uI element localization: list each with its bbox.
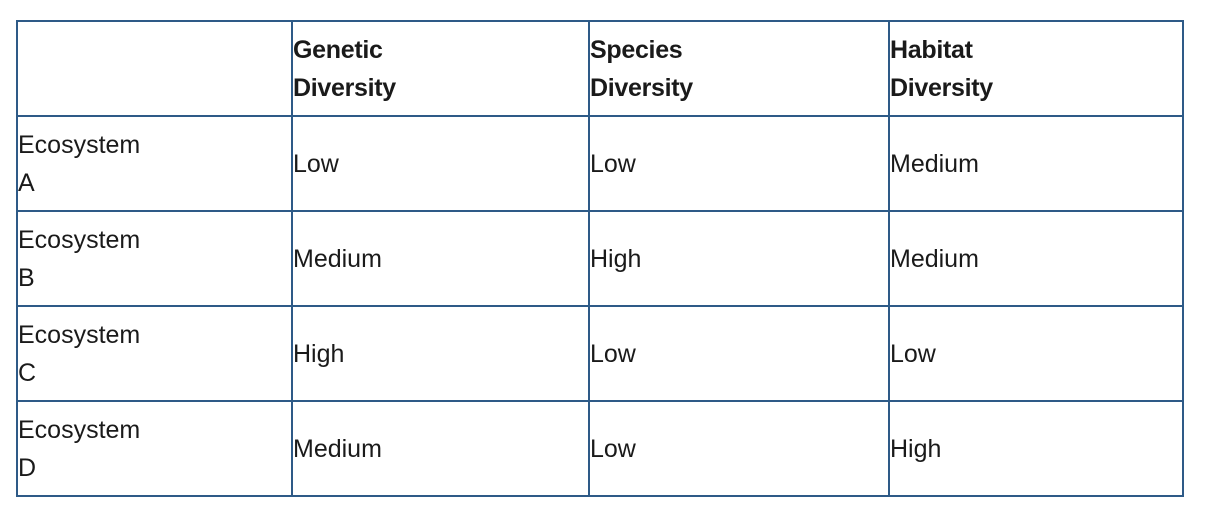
column-header-habitat-diversity: Habitat Diversity xyxy=(888,20,1184,117)
row-label-line: Ecosystem xyxy=(18,225,141,254)
cell-genetic-diversity: Medium xyxy=(291,400,590,497)
diversity-table: Genetic Diversity Species Diversity Habi… xyxy=(16,20,1184,497)
cell-species-diversity: Low xyxy=(588,400,890,497)
cell-habitat-diversity: Medium xyxy=(888,210,1184,307)
cell-species-diversity: Low xyxy=(588,115,890,212)
cell-species-diversity: Low xyxy=(588,305,890,402)
cell-genetic-diversity: Medium xyxy=(291,210,590,307)
table-row-ecosystem-c: Ecosystem C High Low Low xyxy=(16,305,1184,402)
table-corner-cell xyxy=(16,20,293,117)
table-header-row: Genetic Diversity Species Diversity Habi… xyxy=(16,20,1184,117)
column-header-line: Diversity xyxy=(293,73,396,102)
row-label-ecosystem-a: Ecosystem A xyxy=(16,115,293,212)
row-label-line: A xyxy=(18,168,35,197)
column-header-genetic-diversity: Genetic Diversity xyxy=(291,20,590,117)
column-header-species-diversity: Species Diversity xyxy=(588,20,890,117)
row-label-ecosystem-c: Ecosystem C xyxy=(16,305,293,402)
cell-habitat-diversity: High xyxy=(888,400,1184,497)
row-label-ecosystem-b: Ecosystem B xyxy=(16,210,293,307)
column-header-line: Habitat xyxy=(890,35,973,64)
cell-habitat-diversity: Medium xyxy=(888,115,1184,212)
row-label-line: Ecosystem xyxy=(18,320,141,349)
row-label-ecosystem-d: Ecosystem D xyxy=(16,400,293,497)
diversity-table-container: Genetic Diversity Species Diversity Habi… xyxy=(16,20,1184,497)
column-header-line: Diversity xyxy=(590,73,693,102)
column-header-line: Diversity xyxy=(890,73,993,102)
cell-genetic-diversity: High xyxy=(291,305,590,402)
row-label-line: Ecosystem xyxy=(18,415,141,444)
row-label-line: Ecosystem xyxy=(18,130,141,159)
table-row-ecosystem-a: Ecosystem A Low Low Medium xyxy=(16,115,1184,212)
row-label-line: B xyxy=(18,263,35,292)
row-label-line: C xyxy=(18,358,37,387)
table-row-ecosystem-d: Ecosystem D Medium Low High xyxy=(16,400,1184,497)
row-label-line: D xyxy=(18,453,37,482)
column-header-line: Genetic xyxy=(293,35,383,64)
cell-habitat-diversity: Low xyxy=(888,305,1184,402)
column-header-line: Species xyxy=(590,35,683,64)
table-row-ecosystem-b: Ecosystem B Medium High Medium xyxy=(16,210,1184,307)
cell-species-diversity: High xyxy=(588,210,890,307)
cell-genetic-diversity: Low xyxy=(291,115,590,212)
